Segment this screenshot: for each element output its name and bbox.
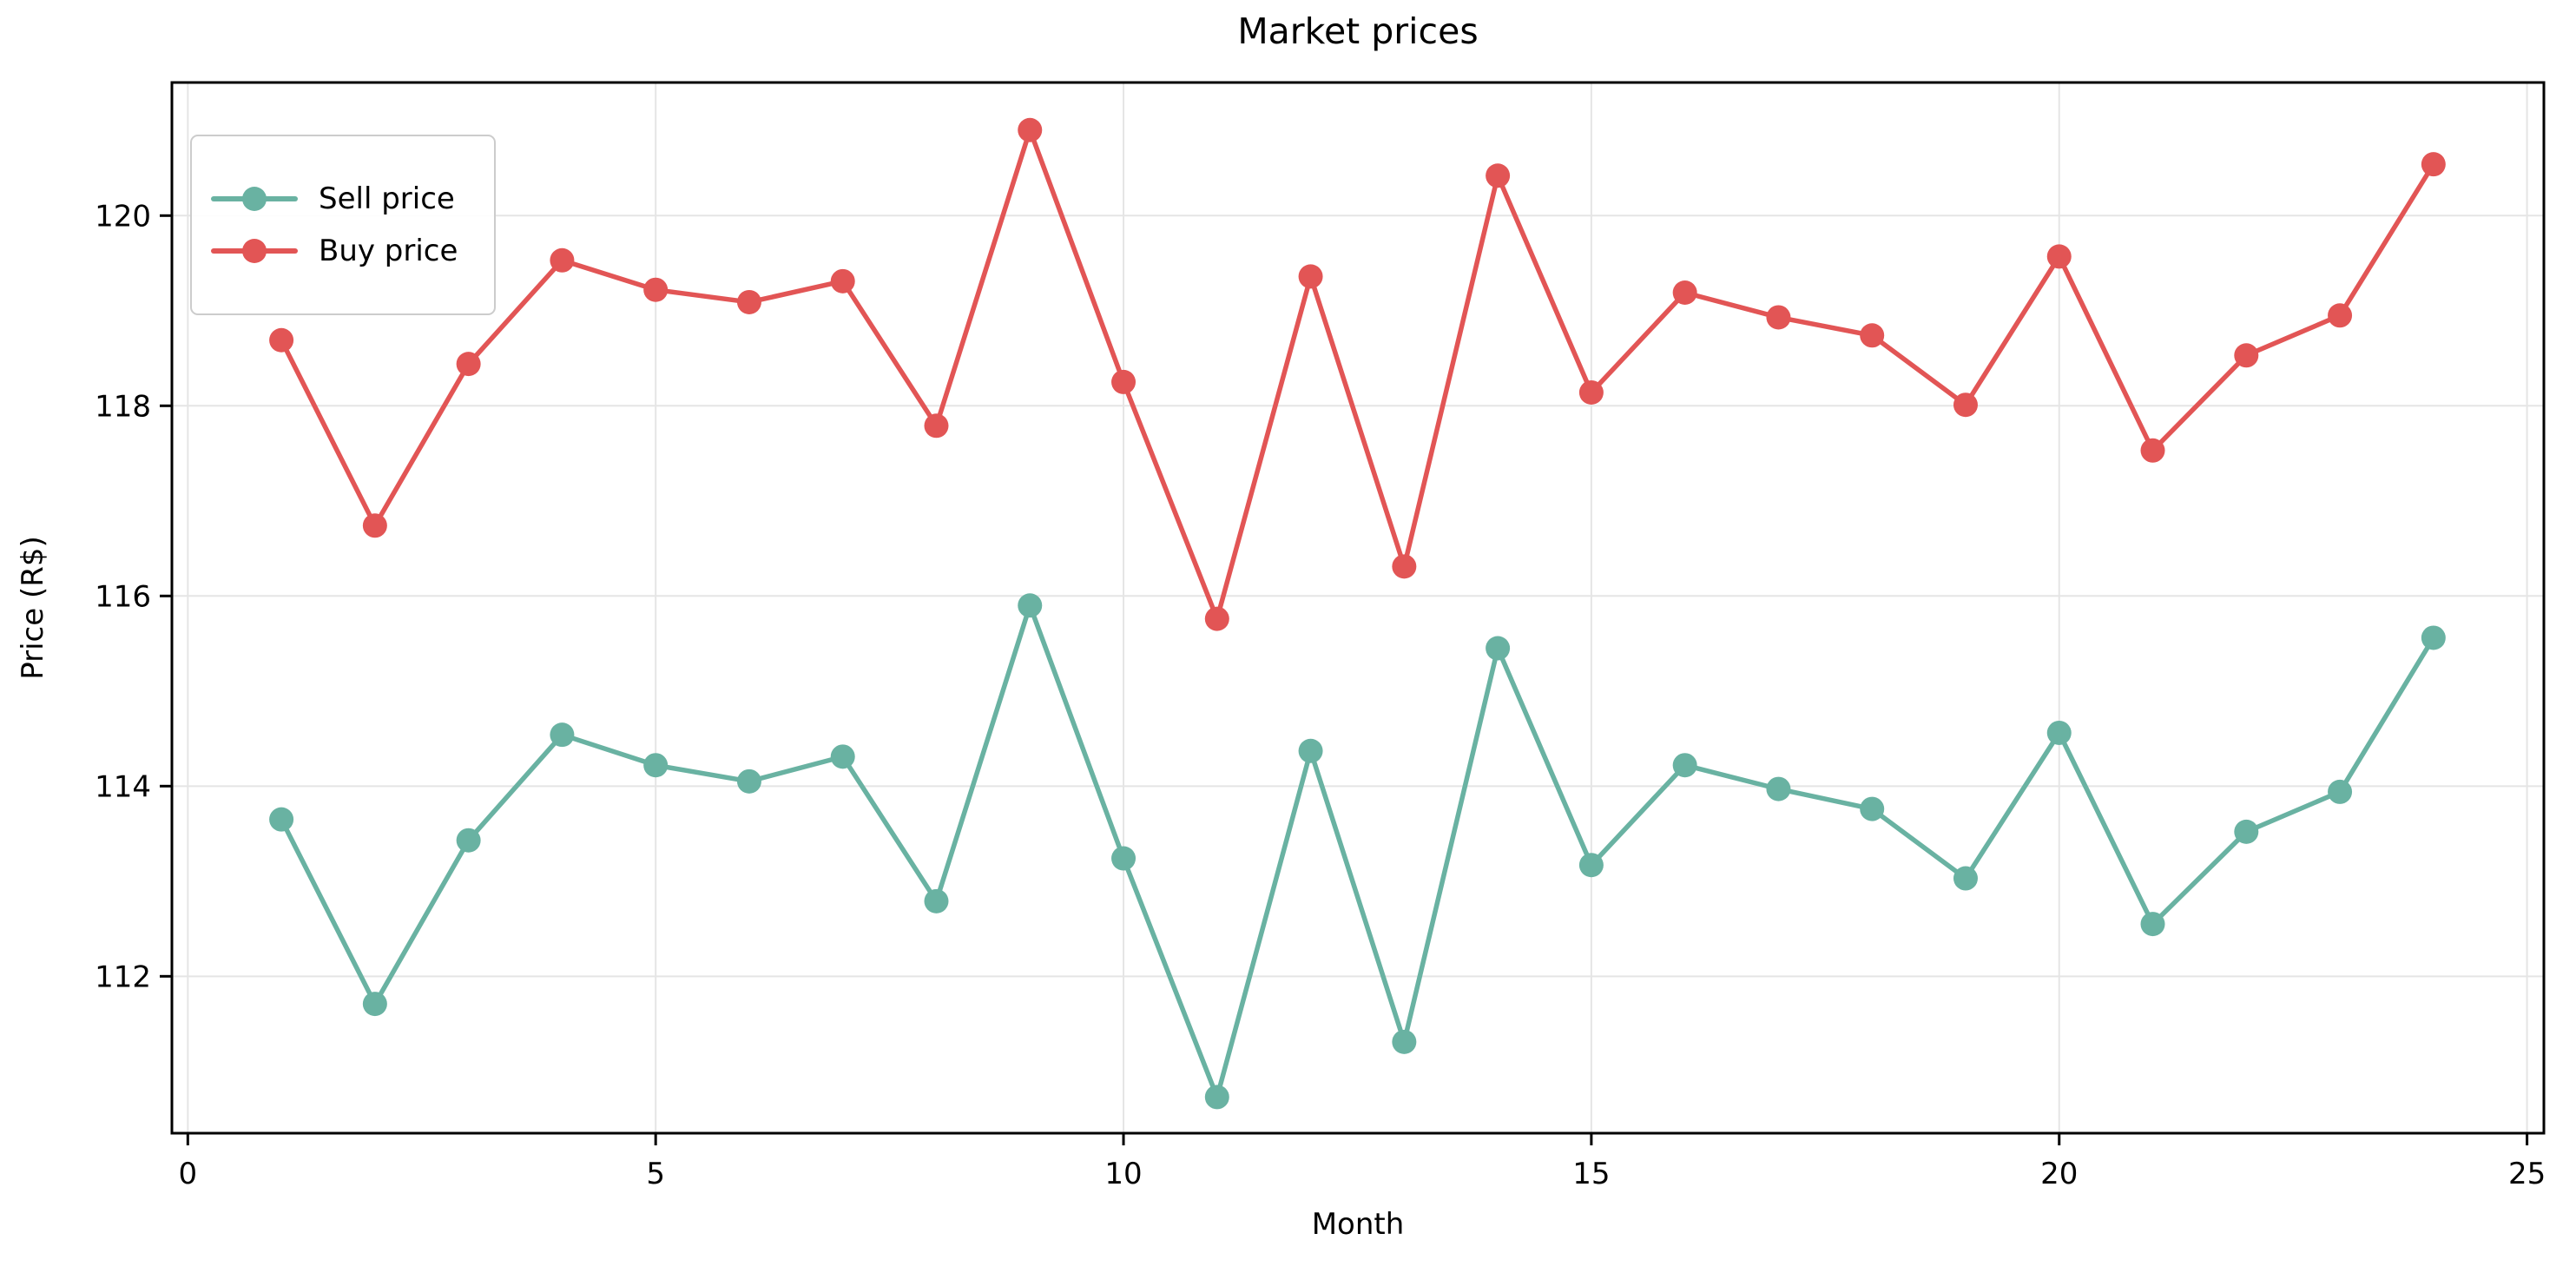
y-tick-label: 120 [95,199,151,234]
data-point-buy-price-13 [1392,554,1417,579]
y-tick-label: 118 [95,389,151,424]
data-point-sell-price-24 [2421,625,2446,650]
y-tick-label: 112 [95,960,151,994]
legend-label: Buy price [319,234,458,268]
data-point-sell-price-7 [830,744,855,769]
data-point-buy-price-16 [1672,280,1697,305]
data-point-buy-price-11 [1204,606,1229,631]
data-point-buy-price-2 [362,513,387,538]
y-axis-label: Price (R$) [16,536,50,680]
data-point-sell-price-9 [1018,593,1043,618]
data-point-sell-price-8 [924,888,949,914]
data-point-buy-price-7 [830,268,855,294]
data-point-buy-price-10 [1111,369,1136,394]
data-point-sell-price-14 [1486,636,1511,661]
plot-border [170,81,2546,1135]
x-tick-label: 20 [2040,1157,2078,1191]
series-line-sell-price [279,603,2436,1100]
x-tick-label: 25 [2508,1157,2546,1191]
x-tick-label: 15 [1572,1157,1610,1191]
data-point-sell-price-15 [1578,853,1604,878]
legend-swatch [211,187,298,211]
data-point-sell-price-20 [2046,720,2072,745]
data-point-sell-price-3 [456,828,481,853]
data-point-buy-price-8 [924,413,949,439]
data-point-buy-price-24 [2421,152,2446,177]
data-point-buy-price-19 [1953,392,1978,418]
legend-dot-icon [242,187,267,211]
data-point-buy-price-12 [1298,264,1323,289]
data-point-sell-price-10 [1111,846,1136,871]
y-tick-label: 116 [95,579,151,614]
data-point-sell-price-21 [2140,912,2165,937]
legend: Sell price Buy price [190,135,496,315]
data-point-sell-price-17 [1766,776,1791,801]
data-point-buy-price-3 [456,352,481,377]
chart-title: Market prices [1237,10,1479,52]
data-point-buy-price-6 [736,289,761,314]
data-point-sell-price-2 [362,992,387,1017]
data-point-sell-price-18 [1860,796,1885,821]
data-point-buy-price-9 [1018,117,1043,142]
data-point-buy-price-4 [550,247,575,273]
data-point-buy-price-5 [643,277,669,302]
data-point-sell-price-23 [2328,779,2353,804]
data-point-sell-price-4 [550,722,575,748]
legend-label: Sell price [319,181,455,216]
x-axis-label: Month [1311,1207,1405,1242]
legend-item: Buy price [211,236,494,266]
data-point-sell-price-22 [2234,819,2259,844]
data-point-sell-price-16 [1672,753,1697,778]
data-point-sell-price-19 [1953,866,1978,891]
data-point-buy-price-1 [269,327,294,353]
x-tick-label: 0 [179,1157,198,1191]
legend-item: Sell price [211,184,494,214]
data-point-buy-price-21 [2140,438,2165,463]
data-point-sell-price-11 [1204,1085,1229,1110]
data-point-sell-price-5 [643,753,669,778]
data-point-buy-price-18 [1860,323,1885,348]
data-point-buy-price-15 [1578,379,1604,405]
data-point-buy-price-23 [2328,303,2353,328]
data-point-sell-price-12 [1298,738,1323,763]
data-point-sell-price-1 [269,807,294,832]
data-point-sell-price-13 [1392,1029,1417,1054]
data-point-buy-price-14 [1486,163,1511,188]
x-tick-label: 5 [646,1157,665,1191]
x-tick-label: 10 [1104,1157,1142,1191]
legend-dot-icon [242,239,267,263]
series-line-buy-price [279,128,2436,622]
data-point-sell-price-6 [736,768,761,794]
y-tick-label: 114 [95,769,151,804]
data-point-buy-price-20 [2046,244,2072,269]
data-point-buy-price-22 [2234,343,2259,368]
legend-swatch [211,239,298,263]
data-point-buy-price-17 [1766,305,1791,330]
